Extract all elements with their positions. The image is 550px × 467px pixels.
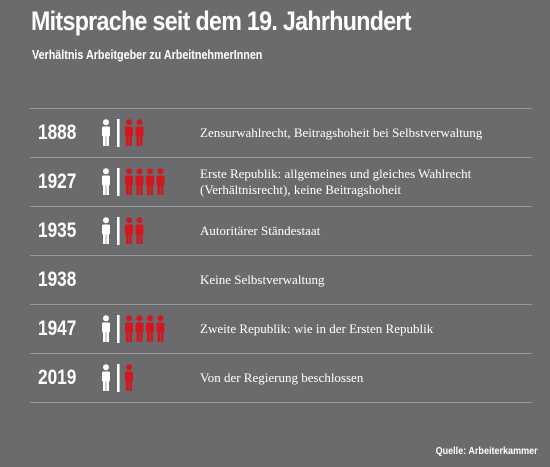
employee-person-icon xyxy=(135,119,144,146)
ratio-divider xyxy=(117,315,120,343)
table-row: 2019 Von der Regierung beschlossen xyxy=(30,353,532,403)
employer-person-icon xyxy=(102,168,110,195)
employee-person-icon xyxy=(135,168,144,195)
employee-person-icon xyxy=(125,364,133,391)
ratio-divider xyxy=(117,217,120,245)
employer-person-icon xyxy=(102,364,110,391)
ratio-figures xyxy=(100,266,190,294)
row-description: Von der Regierung beschlossen xyxy=(200,370,364,385)
employee-person-icon xyxy=(125,119,133,146)
employee-person-icon xyxy=(125,168,133,195)
table-row: 1935 Autoritärer Ständestaat xyxy=(30,206,532,255)
row-year: 1935 xyxy=(38,219,77,242)
row-year: 1888 xyxy=(38,121,77,144)
row-year: 1938 xyxy=(38,268,77,291)
employer-person-icon xyxy=(102,119,110,146)
table-row: 1927 Erste Republik: allgemeines und gle… xyxy=(30,157,532,206)
row-year: 1927 xyxy=(38,170,77,193)
ratio-divider xyxy=(117,168,120,196)
row-description: Zensurwahlrecht, Beitragshoheit bei Selb… xyxy=(200,125,483,140)
ratio-figures xyxy=(102,315,165,343)
employee-person-icon xyxy=(125,217,133,244)
ratio-figures xyxy=(102,119,144,147)
employee-person-icon xyxy=(125,315,133,342)
ratio-figures xyxy=(102,217,144,245)
row-year: 1947 xyxy=(38,317,77,340)
row-year: 2019 xyxy=(38,366,77,389)
table-row: 1888 Zensurwahlrecht, Beitragshoheit bei… xyxy=(30,108,532,157)
row-description: Autoritärer Ständestaat xyxy=(200,223,321,238)
ratio-figures xyxy=(102,168,165,196)
employee-person-icon xyxy=(135,217,144,244)
employer-person-icon xyxy=(102,217,110,244)
page-subtitle: Verhältnis Arbeitgeber zu ArbeitnehmerIn… xyxy=(32,48,263,62)
source-note: Quelle: Arbeiterkammer xyxy=(435,445,538,457)
table-row: 1947 Zweite Republik: wie in der Ersten … xyxy=(30,304,532,353)
timeline-table: 1888 Zensurwahlrecht, Beitragshoheit bei… xyxy=(30,108,532,403)
page-title: Mitsprache seit dem 19. Jahrhundert xyxy=(31,6,411,36)
employer-person-icon xyxy=(102,315,110,342)
employee-person-icon xyxy=(156,168,165,195)
employee-person-icon xyxy=(135,315,144,342)
table-row: 1938 Keine Selbstverwaltung xyxy=(30,255,532,304)
employee-person-icon xyxy=(156,315,165,342)
row-description: Erste Republik: allgemeines und gleiches… xyxy=(200,166,472,197)
ratio-figures xyxy=(102,364,133,392)
employee-person-icon xyxy=(146,315,154,342)
row-description: Zweite Republik: wie in der Ersten Repub… xyxy=(200,321,434,336)
employee-person-icon xyxy=(146,168,154,195)
ratio-divider xyxy=(117,119,120,147)
row-description: Keine Selbstverwaltung xyxy=(200,272,325,287)
ratio-divider xyxy=(117,364,120,392)
